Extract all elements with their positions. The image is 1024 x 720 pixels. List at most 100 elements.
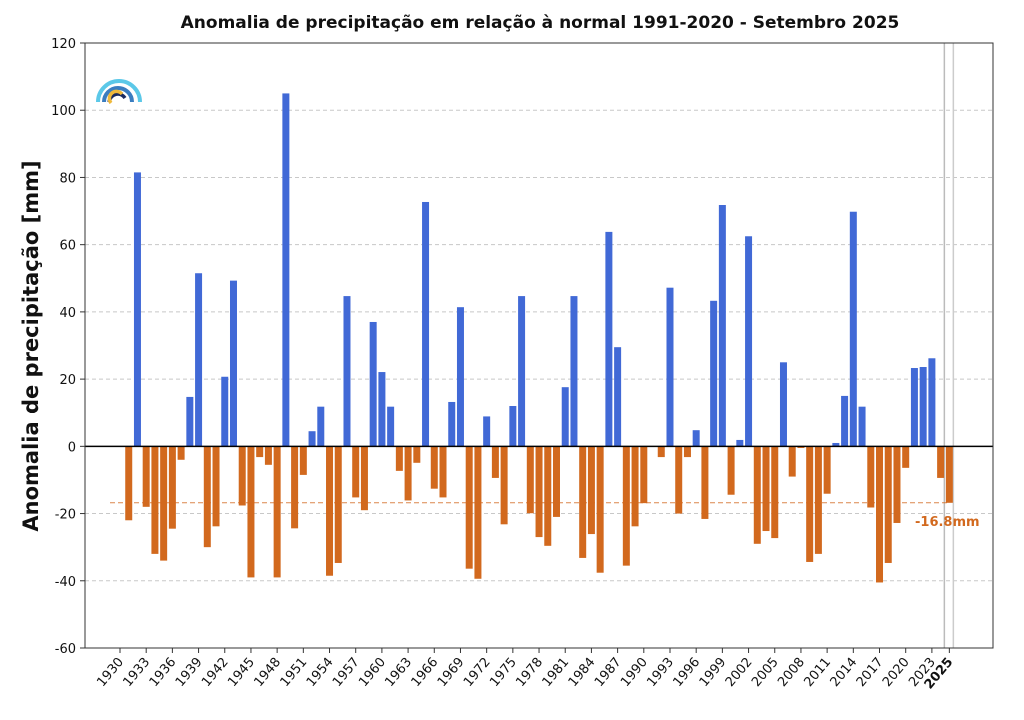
bar-1998 bbox=[710, 300, 718, 447]
x-tick-label: 1945 bbox=[225, 655, 258, 690]
bar-1947 bbox=[264, 446, 272, 465]
bar-2012 bbox=[832, 442, 840, 447]
bar-2016 bbox=[867, 446, 875, 508]
x-tick-label: 1939 bbox=[173, 655, 206, 690]
reference-line-label: -16.8mm bbox=[915, 515, 980, 530]
bar-1972 bbox=[483, 416, 491, 447]
logo-icon bbox=[96, 79, 142, 105]
bar-1948 bbox=[273, 446, 281, 578]
bar-1962 bbox=[395, 446, 403, 471]
x-tick-label: 1951 bbox=[278, 655, 311, 690]
bar-2005 bbox=[771, 446, 779, 539]
y-tick-label: -60 bbox=[55, 642, 76, 657]
x-tick-label: 1975 bbox=[487, 655, 520, 690]
bar-1937 bbox=[177, 446, 185, 460]
bar-1995 bbox=[683, 446, 691, 458]
bar-1976 bbox=[518, 296, 526, 447]
highlight-band bbox=[943, 43, 955, 648]
bar-1932 bbox=[133, 172, 141, 447]
x-tick-label: 1990 bbox=[618, 655, 651, 690]
bars bbox=[85, 93, 993, 583]
bar-1973 bbox=[491, 446, 499, 478]
x-tick-label: 1933 bbox=[120, 655, 153, 690]
x-tick-label: 1936 bbox=[147, 655, 180, 690]
y-tick-label: 60 bbox=[59, 239, 76, 254]
bar-1933 bbox=[142, 446, 150, 507]
bar-1958 bbox=[360, 446, 368, 511]
x-tick-label: 2020 bbox=[880, 655, 913, 690]
bar-1950 bbox=[291, 446, 299, 529]
bar-1964 bbox=[413, 446, 421, 463]
bar-1946 bbox=[256, 446, 264, 458]
bar-2018 bbox=[884, 446, 892, 563]
bar-2014 bbox=[849, 211, 857, 447]
bar-1968 bbox=[448, 401, 456, 447]
gridlines bbox=[85, 109, 993, 582]
bar-1934 bbox=[151, 446, 159, 554]
reference-line-group: -16.8mm bbox=[110, 502, 980, 530]
bar-1959 bbox=[369, 321, 377, 447]
x-tick-label: 2014 bbox=[828, 655, 861, 690]
bar-1984 bbox=[587, 446, 595, 535]
bar-1969 bbox=[456, 307, 464, 447]
bar-1981 bbox=[561, 387, 569, 447]
bar-1952 bbox=[308, 431, 316, 447]
y-tick-label: 40 bbox=[59, 306, 76, 321]
x-tick-label: 2008 bbox=[775, 655, 808, 690]
x-tick-label: 1972 bbox=[461, 655, 494, 690]
bar-1985 bbox=[596, 446, 604, 573]
bar-2015 bbox=[858, 406, 866, 447]
bar-2007 bbox=[788, 446, 796, 477]
x-tick-label: 1948 bbox=[251, 655, 284, 690]
y-tick-label: -40 bbox=[55, 575, 76, 590]
bar-2017 bbox=[876, 446, 884, 583]
bar-1996 bbox=[692, 430, 700, 447]
bar-1999 bbox=[718, 205, 726, 447]
bar-1971 bbox=[474, 446, 482, 579]
bar-1940 bbox=[203, 446, 211, 548]
x-tick-label: 1930 bbox=[94, 655, 127, 690]
bar-2020 bbox=[902, 446, 910, 468]
bar-1992 bbox=[657, 446, 665, 458]
x-tick-label: 1981 bbox=[540, 655, 573, 690]
bar-1955 bbox=[334, 446, 342, 563]
bar-1987 bbox=[614, 347, 622, 447]
bar-1986 bbox=[605, 231, 613, 447]
x-tick-label: 1999 bbox=[697, 655, 730, 690]
bar-1975 bbox=[509, 406, 517, 447]
bar-2006 bbox=[779, 362, 787, 447]
bar-1979 bbox=[544, 446, 552, 546]
bar-1994 bbox=[675, 446, 683, 514]
x-tick-label: 1996 bbox=[670, 655, 703, 690]
bar-2013 bbox=[841, 395, 849, 447]
chart-title: Anomalia de precipitação em relação à no… bbox=[181, 13, 900, 33]
x-tick-label: 2005 bbox=[749, 655, 782, 690]
bar-1977 bbox=[526, 446, 534, 514]
x-tick-label: 1954 bbox=[304, 655, 337, 690]
bar-1997 bbox=[701, 446, 709, 519]
bar-1938 bbox=[186, 396, 194, 447]
bar-2003 bbox=[753, 446, 761, 544]
bar-2023 bbox=[928, 358, 936, 447]
bar-1989 bbox=[631, 446, 639, 527]
x-tick-label: 2017 bbox=[854, 655, 887, 690]
bar-1993 bbox=[666, 287, 674, 447]
x-tick-label: 1963 bbox=[382, 655, 415, 690]
bar-1939 bbox=[195, 273, 203, 447]
x-tick-label: 1987 bbox=[592, 655, 625, 690]
bar-2021 bbox=[910, 368, 918, 447]
x-tick-label: 1993 bbox=[644, 655, 677, 690]
bar-2022 bbox=[919, 367, 927, 447]
bar-2010 bbox=[814, 446, 822, 554]
x-tick-label: 2011 bbox=[801, 655, 834, 690]
bar-1960 bbox=[378, 372, 386, 447]
bar-1931 bbox=[125, 446, 133, 521]
bar-2002 bbox=[745, 236, 753, 447]
x-ticks: 1930193319361939194219451948195119541957… bbox=[94, 648, 956, 692]
bar-2009 bbox=[806, 446, 814, 562]
bar-1983 bbox=[579, 446, 587, 558]
bar-2001 bbox=[736, 439, 744, 447]
bar-1988 bbox=[622, 446, 630, 566]
y-tick-label: 100 bbox=[51, 104, 76, 119]
x-tick-label: 1984 bbox=[566, 655, 599, 690]
